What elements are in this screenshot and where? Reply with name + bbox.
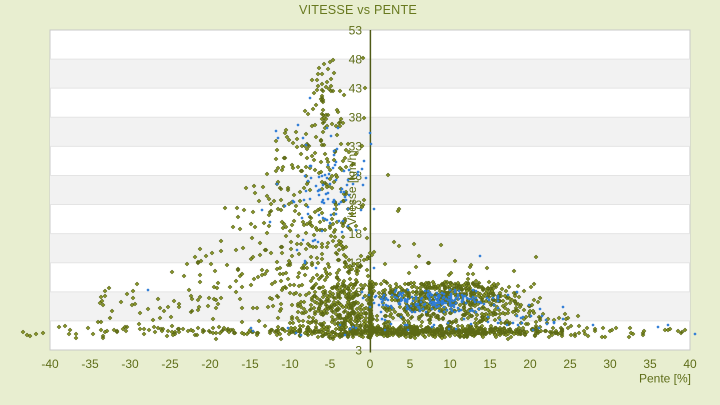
svg-text:-35: -35 (81, 357, 99, 371)
svg-text:30: 30 (603, 357, 617, 371)
svg-text:8: 8 (355, 285, 362, 299)
svg-text:40: 40 (683, 357, 697, 371)
svg-text:VITESSE vs PENTE: VITESSE vs PENTE (299, 3, 417, 17)
svg-text:10: 10 (443, 357, 457, 371)
svg-text:38: 38 (349, 111, 363, 125)
svg-text:-30: -30 (121, 357, 139, 371)
svg-text:23: 23 (349, 198, 363, 212)
svg-text:3: 3 (355, 343, 362, 357)
svg-text:-40: -40 (41, 357, 59, 371)
svg-text:48: 48 (349, 52, 363, 66)
svg-text:53: 53 (349, 23, 363, 37)
svg-text:Pente [%]: Pente [%] (639, 372, 691, 386)
svg-text:43: 43 (349, 81, 363, 95)
svg-text:-25: -25 (161, 357, 179, 371)
svg-text:5: 5 (407, 357, 414, 371)
svg-text:35: 35 (643, 357, 657, 371)
svg-text:33: 33 (349, 140, 363, 154)
svg-text:-15: -15 (241, 357, 259, 371)
svg-text:25: 25 (563, 357, 577, 371)
svg-text:-20: -20 (201, 357, 219, 371)
svg-text:15: 15 (483, 357, 497, 371)
svg-text:20: 20 (523, 357, 537, 371)
svg-text:-5: -5 (325, 357, 336, 371)
svg-text:18: 18 (349, 227, 363, 241)
svg-text:-10: -10 (281, 357, 299, 371)
svg-text:0: 0 (367, 357, 374, 371)
